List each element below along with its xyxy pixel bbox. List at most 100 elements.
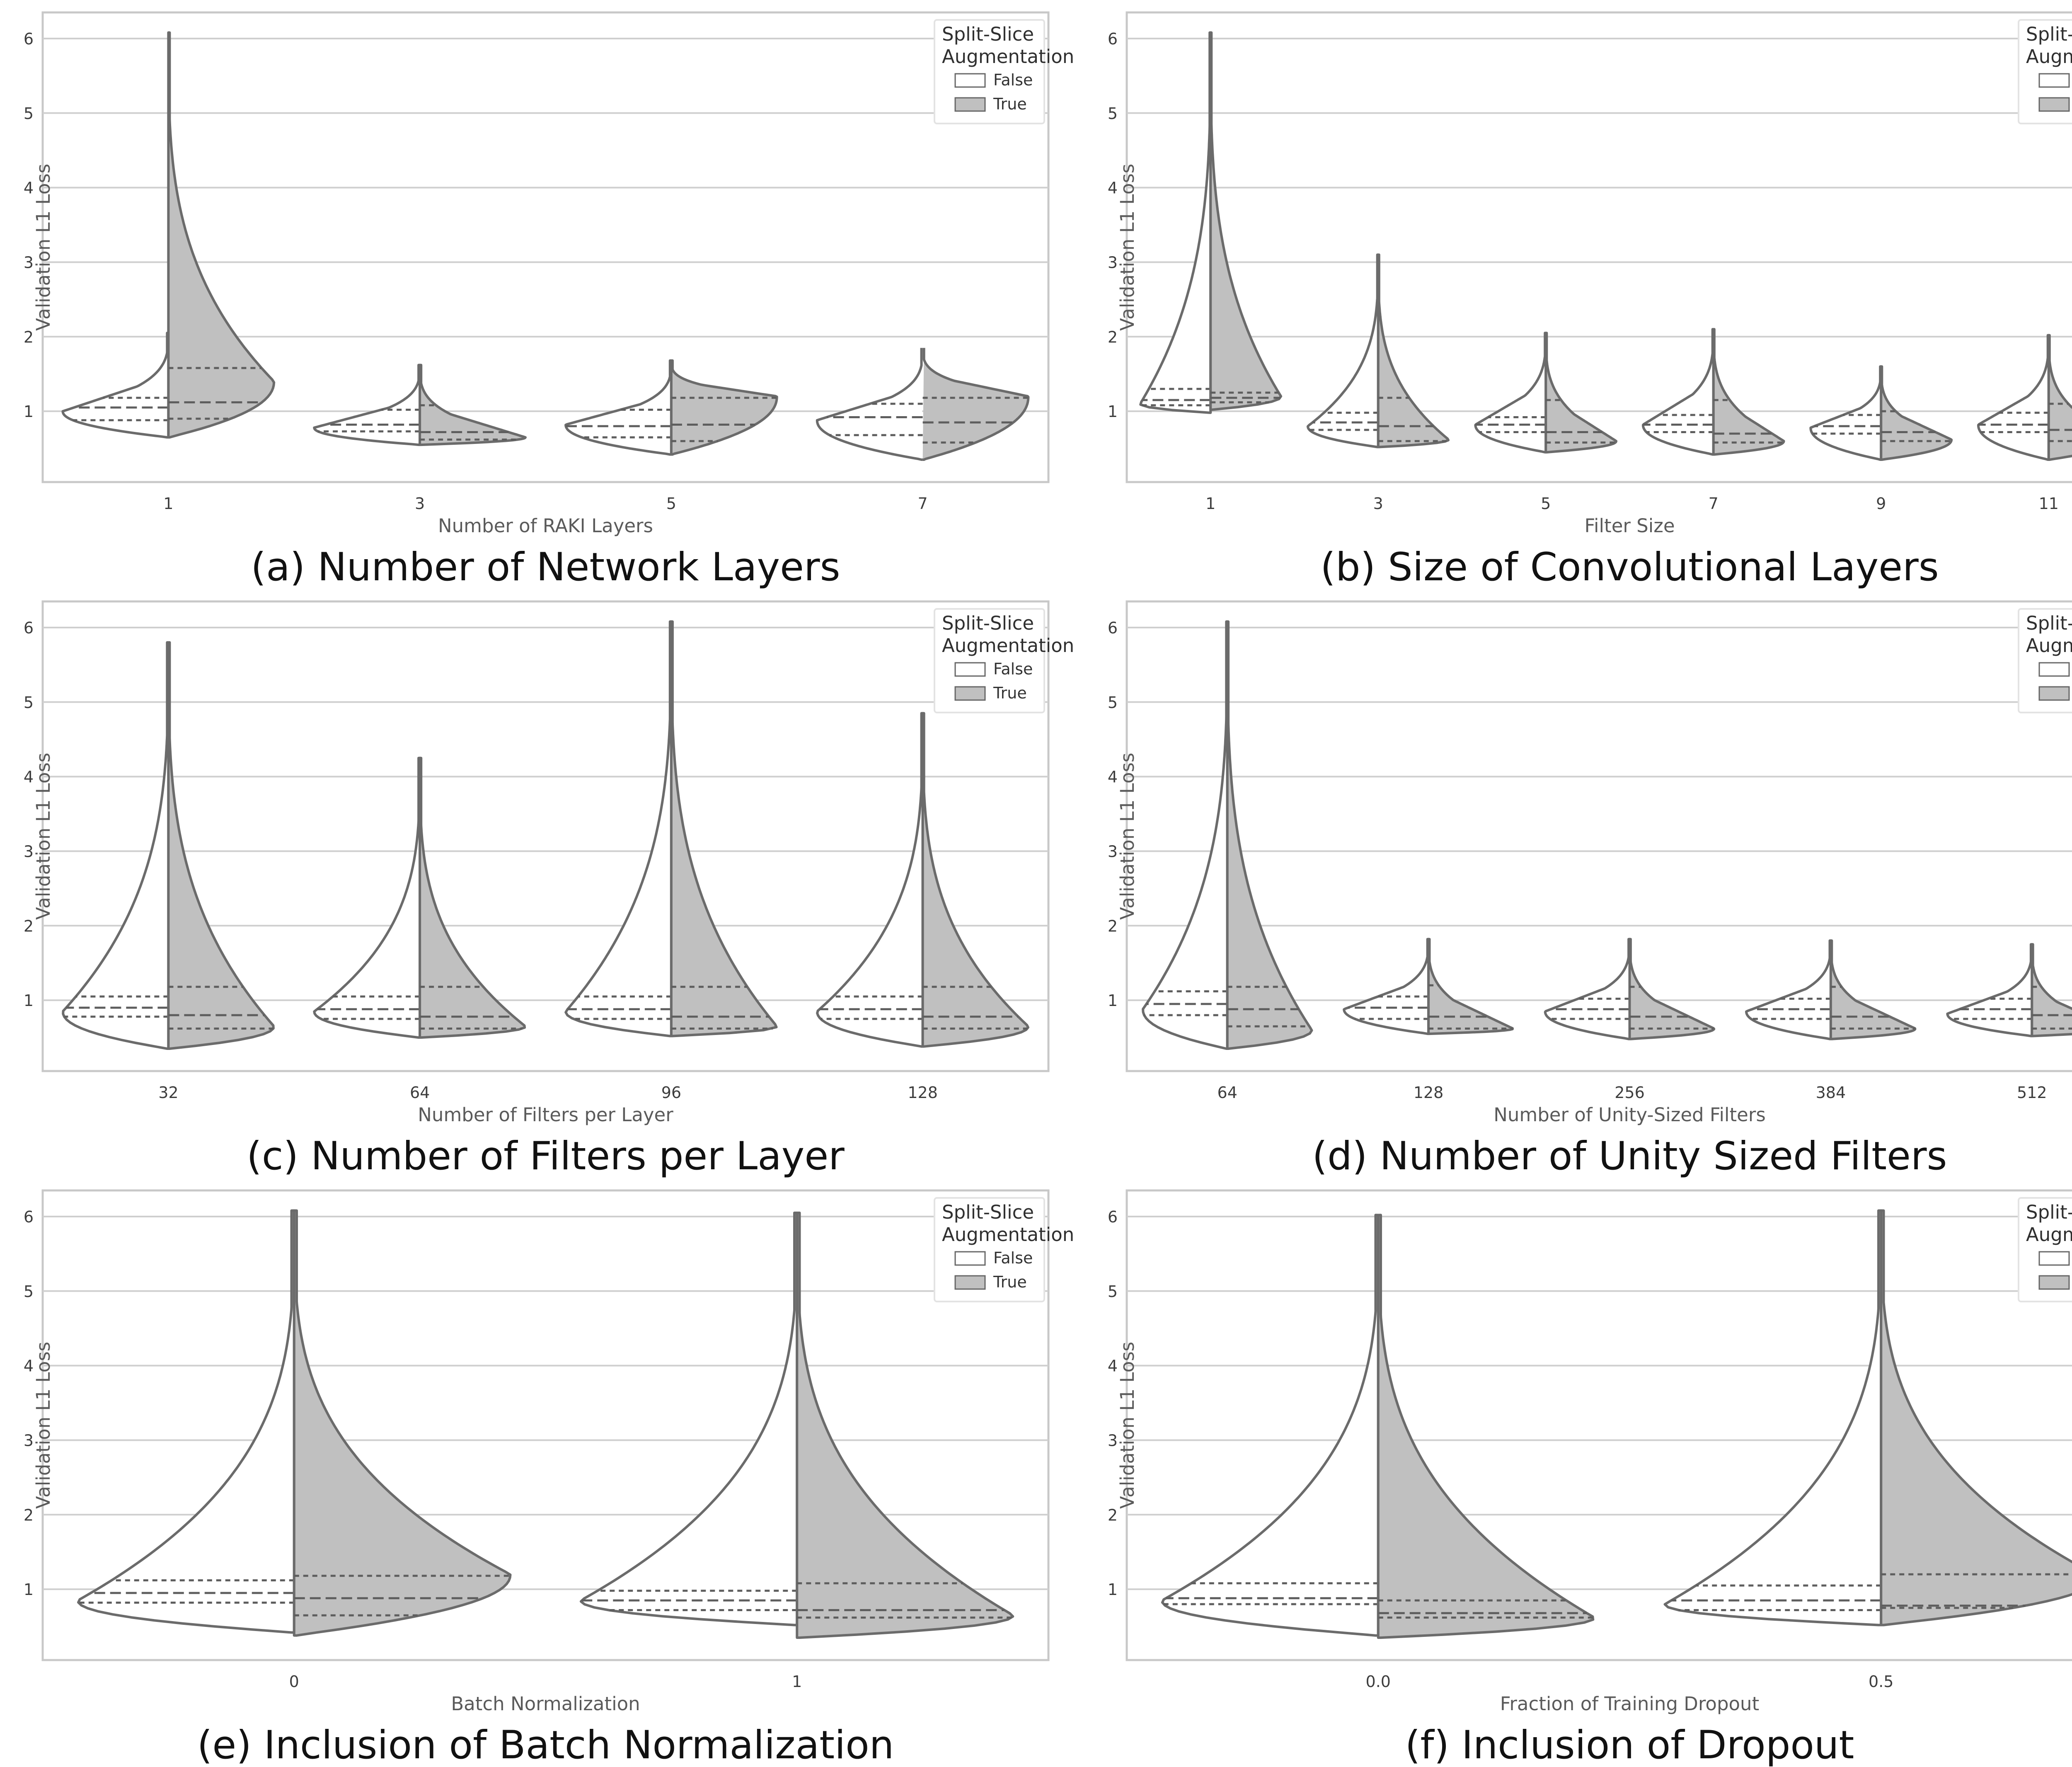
violin-half-true — [670, 359, 778, 456]
y-tick-label: 4 — [24, 768, 34, 786]
violin-half-false — [313, 756, 421, 1039]
legend-label-false: False — [993, 660, 1033, 678]
legend-label-true: True — [993, 684, 1027, 702]
x-tick-label: 64 — [1218, 1083, 1237, 1102]
violin-group — [564, 620, 778, 1037]
legend-swatch-true — [954, 686, 986, 701]
y-tick-label: 3 — [24, 253, 34, 271]
y-tick-label: 3 — [1108, 842, 1118, 860]
x-tick-label: 5 — [666, 494, 676, 513]
legend-title: Split-Slice — [942, 1201, 1034, 1223]
y-tick-label: 6 — [24, 1208, 34, 1226]
legend-swatch-false — [2038, 662, 2070, 677]
chart-panel-e: 1 2 3 4 5 6 Validation L1 Loss Batch Normalizat… — [0, 1178, 1084, 1767]
x-tick-label: 9 — [1876, 494, 1886, 513]
legend-label-false: False — [993, 1249, 1033, 1267]
y-tick-label: 2 — [24, 1506, 34, 1524]
y-tick-label: 5 — [24, 104, 34, 123]
y-tick-label: 5 — [1108, 1282, 1118, 1301]
x-tick-label: 0.5 — [1869, 1672, 1893, 1691]
plot-area — [1126, 11, 2072, 483]
y-tick-label: 2 — [24, 917, 34, 935]
chart-caption: (e) Inclusion of Batch Normalization — [197, 1723, 894, 1767]
legend-swatch-true — [2038, 1275, 2070, 1290]
violin-group — [1745, 939, 1917, 1040]
y-tick-label: 2 — [1108, 1506, 1118, 1524]
x-axis-label: Number of Unity-Sized Filters — [1493, 1104, 1766, 1126]
violin-half-true — [1829, 939, 1917, 1040]
x-axis-label: Filter Size — [1584, 515, 1675, 537]
y-tick-label: 6 — [1108, 30, 1118, 48]
violin-half-false — [1663, 1209, 1883, 1626]
violin-half-false — [77, 1209, 295, 1634]
legend-label-false: False — [993, 71, 1033, 89]
violin-group — [1544, 938, 1716, 1040]
legend-swatch-false — [954, 1251, 986, 1266]
violin-half-false — [564, 620, 673, 1037]
chart-caption: (c) Number of Filters per Layer — [247, 1134, 845, 1179]
y-tick-label: 3 — [24, 1431, 34, 1449]
violin-half-true — [1712, 328, 1785, 456]
y-tick-label: 6 — [24, 30, 34, 48]
y-tick-label: 3 — [1108, 1431, 1118, 1449]
x-tick-label: 1 — [792, 1672, 802, 1691]
violin-half-true — [1880, 1209, 2072, 1626]
y-tick-label: 5 — [24, 693, 34, 712]
chart-caption: (b) Size of Convolutional Layers — [1320, 545, 1939, 590]
y-tick-label: 2 — [1108, 328, 1118, 346]
x-tick-label: 0 — [289, 1672, 299, 1691]
violin-half-true — [2031, 943, 2072, 1037]
y-axis-label: Validation L1 Loss — [1116, 753, 1138, 920]
violin-group — [313, 756, 526, 1039]
violin-half-true — [922, 347, 1030, 461]
violin-group — [1977, 334, 2072, 461]
violin-half-false — [579, 1211, 799, 1626]
y-tick-label: 3 — [1108, 253, 1118, 271]
y-tick-label: 5 — [1108, 693, 1118, 712]
violin-half-true — [1880, 365, 1953, 461]
x-tick-label: 0.0 — [1366, 1672, 1391, 1691]
violin-half-false — [816, 712, 924, 1048]
legend-swatch-false — [954, 662, 986, 677]
violin-group — [564, 359, 778, 456]
violin-group — [1946, 943, 2072, 1037]
violin-group — [816, 347, 1030, 461]
x-tick-label: 3 — [415, 494, 425, 513]
chart-caption: (f) Inclusion of Dropout — [1405, 1723, 1854, 1767]
y-tick-label: 4 — [1108, 179, 1118, 197]
violin-half-false — [1161, 1214, 1380, 1637]
violin-half-false — [564, 359, 673, 456]
y-tick-label: 6 — [24, 619, 34, 637]
legend-swatch-true — [954, 97, 986, 112]
violin-half-false — [816, 347, 923, 461]
y-tick-label: 1 — [24, 402, 34, 421]
legend-title: Augmentation — [942, 635, 1074, 657]
violin-group — [1139, 31, 1283, 414]
violin-group — [1306, 253, 1450, 448]
legend-title: Split-Slice — [942, 23, 1034, 45]
violin-half-true — [1628, 938, 1716, 1040]
y-axis-label: Validation L1 Loss — [32, 1342, 54, 1509]
legend-title: Split-Slice — [942, 612, 1034, 634]
legend-label-true: True — [993, 1273, 1027, 1291]
y-axis-label: Validation L1 Loss — [1116, 164, 1138, 331]
violin-group — [1343, 938, 1514, 1035]
y-tick-label: 3 — [24, 842, 34, 860]
chart-panel-c: 1 2 3 4 5 6 Validation L1 Loss Number of Filter… — [0, 589, 1084, 1179]
x-tick-label: 96 — [661, 1083, 681, 1102]
y-tick-label: 1 — [1108, 1580, 1118, 1599]
violin-half-true — [1209, 31, 1283, 411]
violin-group — [77, 1209, 512, 1637]
y-tick-label: 1 — [1108, 402, 1118, 421]
violin-half-true — [1226, 620, 1313, 1050]
legend-swatch-false — [954, 73, 986, 88]
y-tick-label: 6 — [1108, 1208, 1118, 1226]
y-tick-label: 4 — [24, 1357, 34, 1375]
legend-title: Augmentation — [942, 1224, 1074, 1246]
legend-swatch-true — [954, 1275, 986, 1290]
violin-half-true — [2047, 334, 2072, 461]
x-tick-label: 1 — [1205, 494, 1215, 513]
